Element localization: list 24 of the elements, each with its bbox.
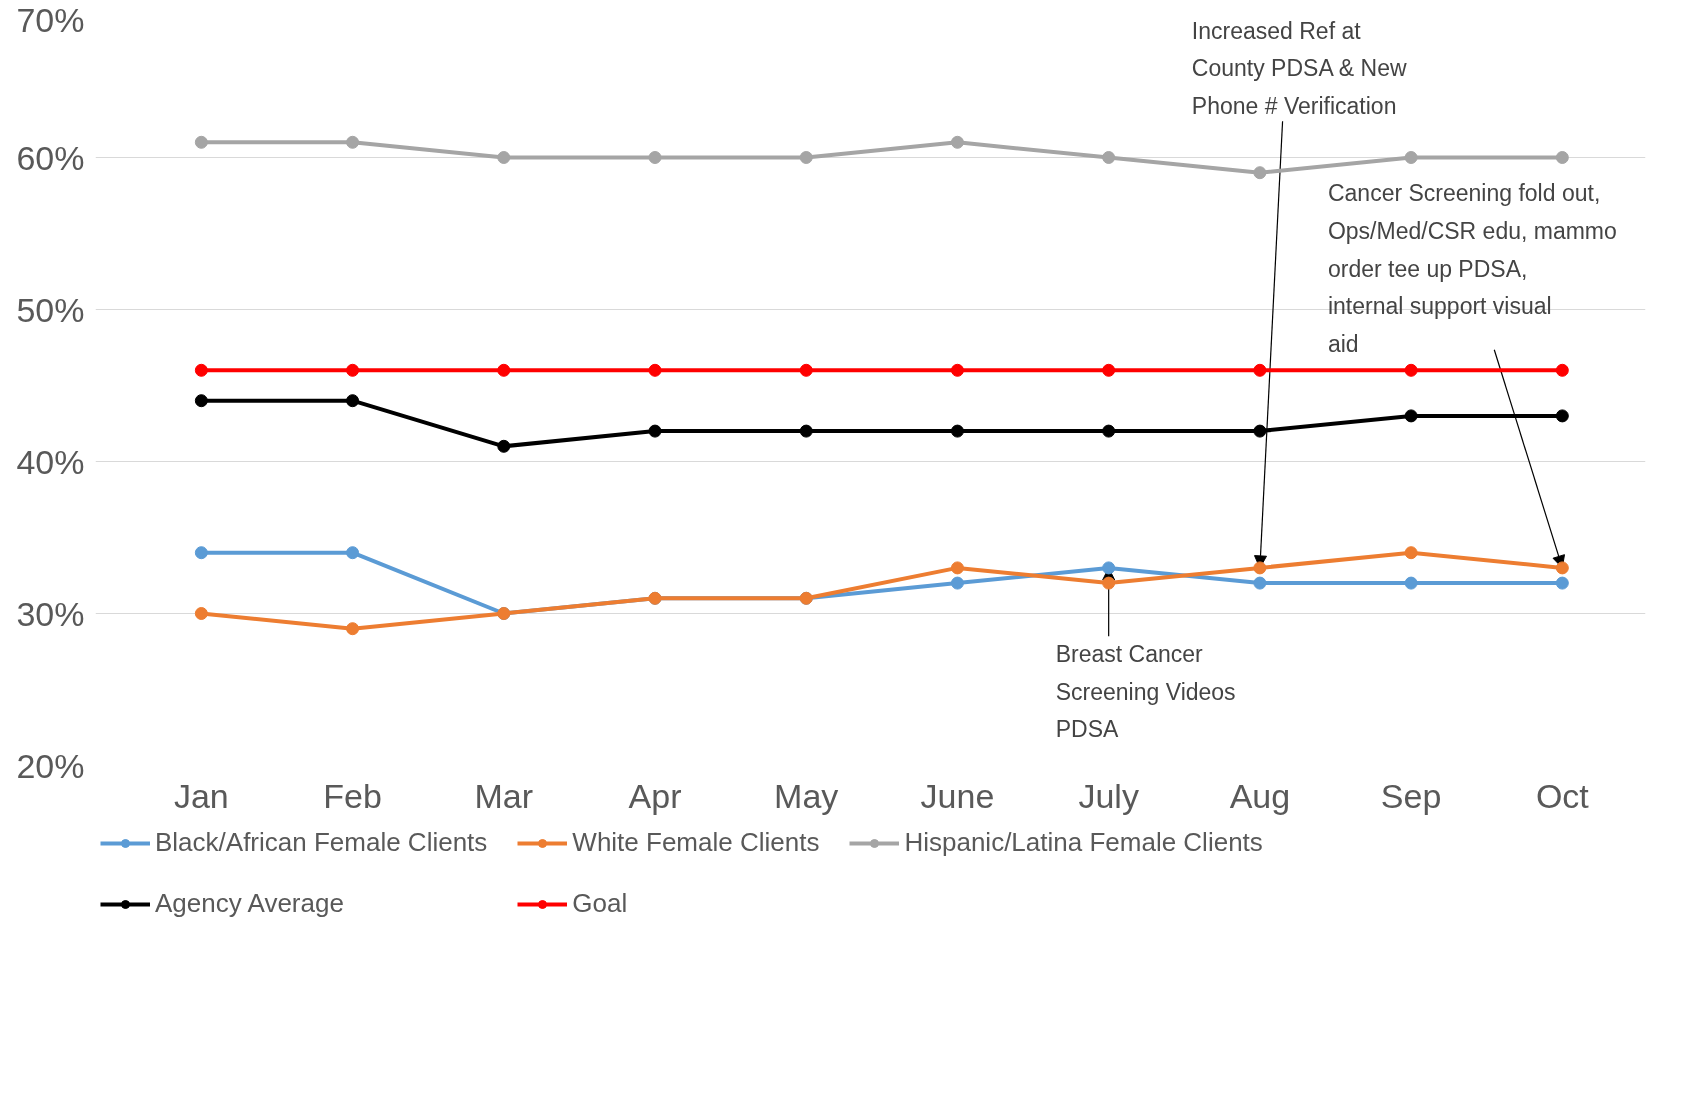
legend-label: Hispanic/Latina Female Clients [904, 827, 1263, 858]
legend-label: White Female Clients [572, 827, 820, 858]
y-tick-label: 50% [16, 290, 85, 329]
x-tick-label: Mar [474, 776, 534, 815]
y-tick-label: 60% [16, 138, 85, 177]
x-tick-label: July [1078, 776, 1139, 815]
legend-label: Black/African Female Clients [155, 827, 488, 858]
legend-label: Agency Average [155, 888, 344, 919]
x-tick-label: May [774, 776, 839, 815]
annotation: Breast Cancer Screening Videos PDSA [1055, 640, 1236, 743]
x-tick-label: Feb [323, 776, 382, 815]
y-tick-label: 40% [16, 442, 85, 481]
x-tick-label: Jan [173, 776, 229, 815]
x-tick-label: Sep [1380, 776, 1442, 815]
y-tick-label: 70% [16, 0, 85, 39]
y-tick-label: 20% [16, 746, 85, 785]
annotation: Increased Ref at County PDSA & New Phone # Verification [1191, 17, 1407, 120]
x-tick-label: Oct [1535, 776, 1590, 815]
x-tick-label: Aug [1229, 776, 1291, 815]
x-tick-label: June [920, 776, 995, 815]
y-tick-label: 30% [16, 594, 85, 633]
annotation: Cancer Screening fold out, Ops/Med/CSR edu, mammo order tee up PDSA, internal support visual aid [1327, 180, 1617, 358]
x-tick-label: Apr [628, 776, 682, 815]
legend-label: Goal [572, 888, 628, 919]
